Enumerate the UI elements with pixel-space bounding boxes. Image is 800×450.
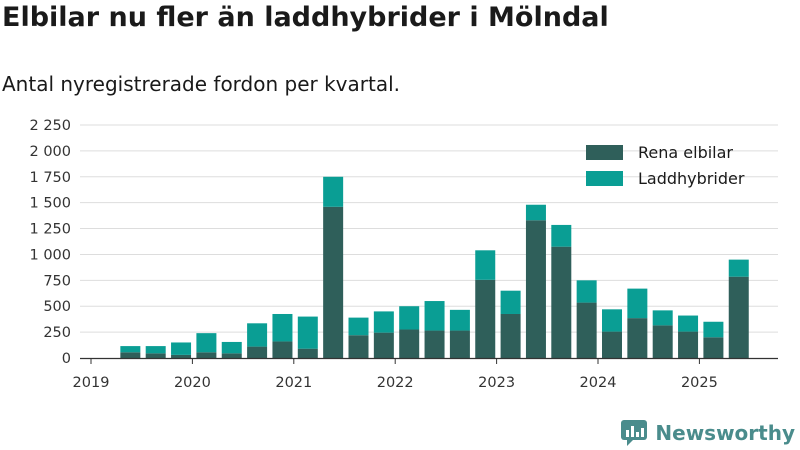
x-tick-label: 2019 (73, 375, 110, 391)
chart-subtitle: Antal nyregistrerade fordon per kvartal. (2, 72, 401, 96)
x-tick-label: 2021 (275, 375, 312, 391)
bar-laddhybrider (323, 176, 344, 207)
bar-rena-elbilar (171, 354, 192, 358)
bar-laddhybrider (171, 342, 192, 355)
bar-rena-elbilar (272, 341, 293, 358)
x-tick-label: 2022 (377, 375, 414, 391)
x-tick-label: 2024 (580, 375, 617, 391)
bar-laddhybrider (247, 323, 268, 347)
bar-laddhybrider (449, 309, 470, 331)
legend-label: Laddhybrider (638, 169, 745, 188)
bar-laddhybrider (525, 204, 546, 221)
bar-rena-elbilar (449, 330, 470, 358)
bar-rena-elbilar (627, 318, 648, 358)
bar-rena-elbilar (475, 279, 496, 358)
brand-name: Newsworthy (655, 421, 795, 445)
bar-rena-elbilar (323, 206, 344, 358)
bar-laddhybrider (221, 341, 242, 354)
bar-laddhybrider (348, 317, 369, 336)
bar-laddhybrider (652, 310, 673, 326)
newsworthy-logo-icon (621, 420, 648, 446)
bar-rena-elbilar (120, 352, 141, 358)
bar-laddhybrider (373, 311, 394, 333)
y-tick-label: 750 (43, 273, 71, 289)
bar-laddhybrider (500, 290, 521, 314)
x-tick-label: 2025 (681, 375, 718, 391)
x-tick-label: 2020 (174, 375, 211, 391)
bar-laddhybrider (120, 346, 141, 353)
y-axis-labels: 0 250 500 750 1 000 1 250 1 500 1 750 2 000 2 250 (29, 118, 71, 367)
bar-laddhybrider (424, 301, 445, 331)
bar-laddhybrider (678, 315, 699, 332)
legend: Rena elbilar Laddhybrider (586, 143, 745, 188)
bar-laddhybrider (551, 224, 572, 247)
legend-swatch (586, 145, 623, 160)
y-tick-label: 250 (43, 325, 71, 341)
x-tick-label: 2023 (478, 375, 515, 391)
y-tick-label: 2 000 (29, 144, 71, 160)
brand-logo: Newsworthy (621, 420, 795, 446)
bars (120, 176, 749, 358)
y-tick-label: 1 000 (29, 247, 71, 263)
bar-rena-elbilar (728, 276, 749, 358)
bar-rena-elbilar (602, 331, 622, 358)
bar-rena-elbilar (500, 313, 521, 358)
bar-rena-elbilar (703, 337, 724, 358)
y-tick-label: 1 500 (29, 196, 71, 212)
bar-rena-elbilar (196, 352, 217, 358)
y-tick-label: 1 750 (29, 170, 71, 186)
bar-rena-elbilar (297, 348, 318, 358)
bar-laddhybrider (145, 346, 166, 354)
bar-laddhybrider (703, 321, 724, 338)
bar-rena-elbilar (145, 353, 166, 358)
bar-laddhybrider (196, 333, 217, 353)
bar-rena-elbilar (424, 330, 445, 358)
bar-rena-elbilar (576, 302, 597, 358)
bar-rena-elbilar (247, 346, 268, 358)
bar-rena-elbilar (399, 329, 420, 358)
legend-label: Rena elbilar (638, 143, 733, 162)
gridlines (80, 124, 778, 333)
y-tick-label: 0 (62, 351, 71, 367)
bar-rena-elbilar (525, 220, 546, 358)
bar-laddhybrider (602, 309, 622, 332)
y-tick-label: 2 250 (29, 118, 71, 134)
bar-rena-elbilar (373, 332, 394, 358)
bar-laddhybrider (272, 313, 293, 342)
bar-rena-elbilar (652, 325, 673, 358)
bar-laddhybrider (576, 280, 597, 303)
bar-laddhybrider (399, 306, 420, 330)
chart-title: Elbilar nu fler än laddhybrider i Mölnda… (2, 2, 609, 33)
bar-rena-elbilar (678, 331, 699, 358)
y-tick-label: 1 250 (29, 222, 71, 238)
legend-swatch (586, 171, 623, 186)
bar-laddhybrider (475, 250, 496, 280)
bar-rena-elbilar (221, 353, 242, 358)
bar-rena-elbilar (348, 335, 369, 358)
x-axis-labels: 2019 2020 2021 2022 2023 2024 2025 (73, 358, 718, 391)
bar-rena-elbilar (551, 246, 572, 358)
bar-laddhybrider (627, 288, 648, 319)
bar-laddhybrider (297, 316, 318, 349)
bar-laddhybrider (728, 259, 749, 277)
y-tick-label: 500 (43, 299, 71, 315)
